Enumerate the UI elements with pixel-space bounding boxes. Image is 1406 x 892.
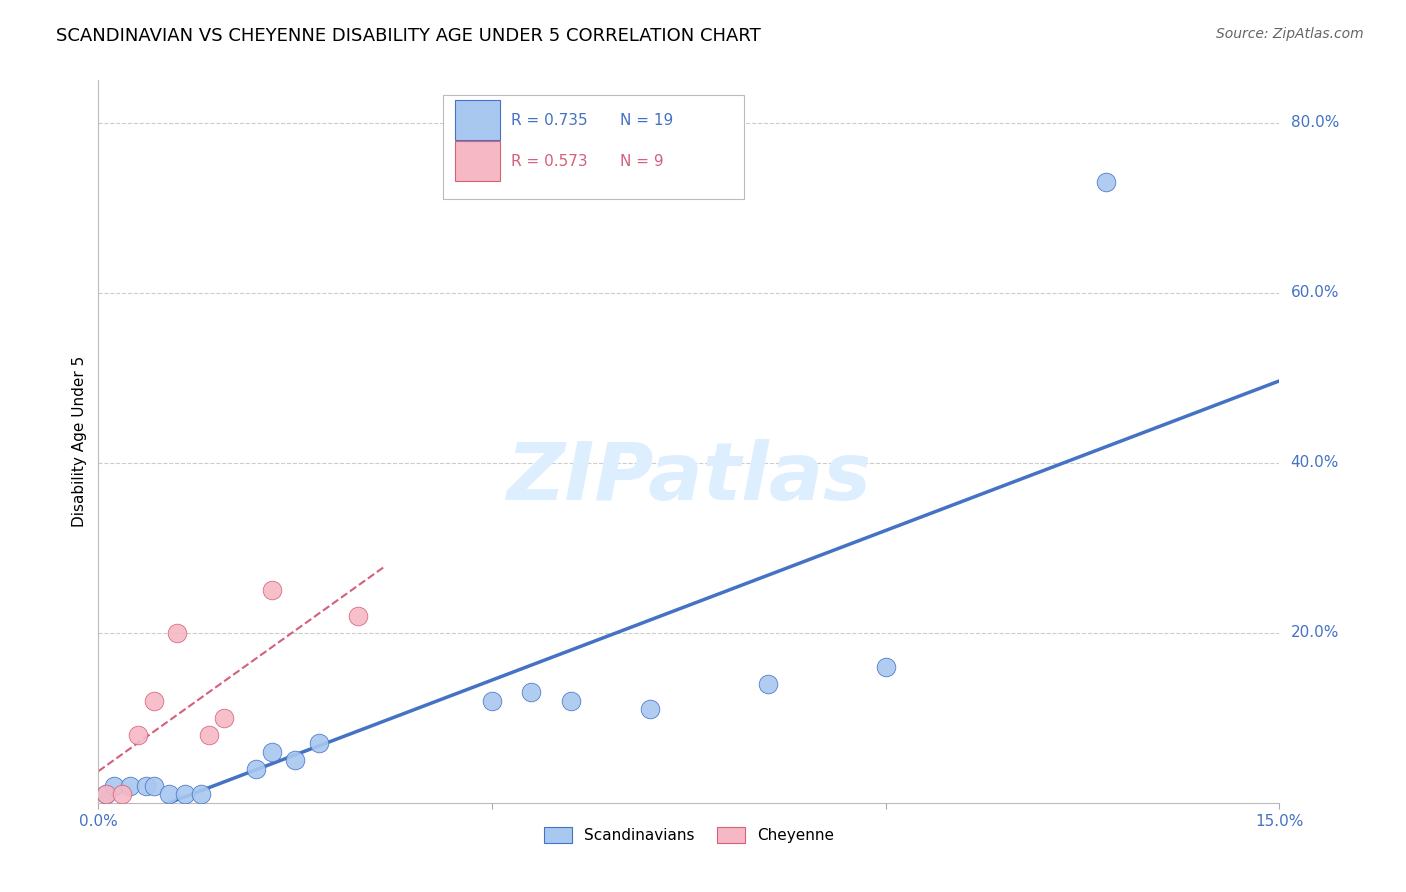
Point [638,702,661,716]
Point [308,736,330,750]
Point [214,711,236,725]
Point [197,728,219,742]
Point [875,660,897,674]
Text: N = 19: N = 19 [620,112,673,128]
Text: 20.0%: 20.0% [1291,625,1339,640]
Point [142,694,165,708]
Point [520,685,543,699]
Text: N = 9: N = 9 [620,153,664,169]
Point [103,779,125,793]
Text: Source: ZipAtlas.com: Source: ZipAtlas.com [1216,27,1364,41]
FancyBboxPatch shape [443,95,744,200]
Text: R = 0.573: R = 0.573 [510,153,588,169]
Point [481,694,503,708]
Text: 80.0%: 80.0% [1291,115,1339,130]
Y-axis label: Disability Age Under 5: Disability Age Under 5 [72,356,87,527]
Text: 60.0%: 60.0% [1291,285,1339,301]
FancyBboxPatch shape [456,141,501,181]
Point [284,753,307,767]
Point [347,608,370,623]
Text: ZIPatlas: ZIPatlas [506,439,872,516]
Point [190,787,212,801]
Point [135,779,157,793]
Point [1095,175,1118,189]
Point [127,728,149,742]
FancyBboxPatch shape [456,100,501,140]
Point [245,762,267,776]
Point [560,694,582,708]
Point [260,583,283,598]
Text: 40.0%: 40.0% [1291,455,1339,470]
Point [756,677,779,691]
Text: R = 0.735: R = 0.735 [510,112,588,128]
Point [96,787,118,801]
Point [260,745,283,759]
Point [96,787,118,801]
Point [111,787,134,801]
Point [118,779,141,793]
Point [174,787,197,801]
Point [166,625,188,640]
Point [157,787,180,801]
Text: SCANDINAVIAN VS CHEYENNE DISABILITY AGE UNDER 5 CORRELATION CHART: SCANDINAVIAN VS CHEYENNE DISABILITY AGE … [56,27,761,45]
Point [142,779,165,793]
Legend: Scandinavians, Cheyenne: Scandinavians, Cheyenne [538,822,839,849]
